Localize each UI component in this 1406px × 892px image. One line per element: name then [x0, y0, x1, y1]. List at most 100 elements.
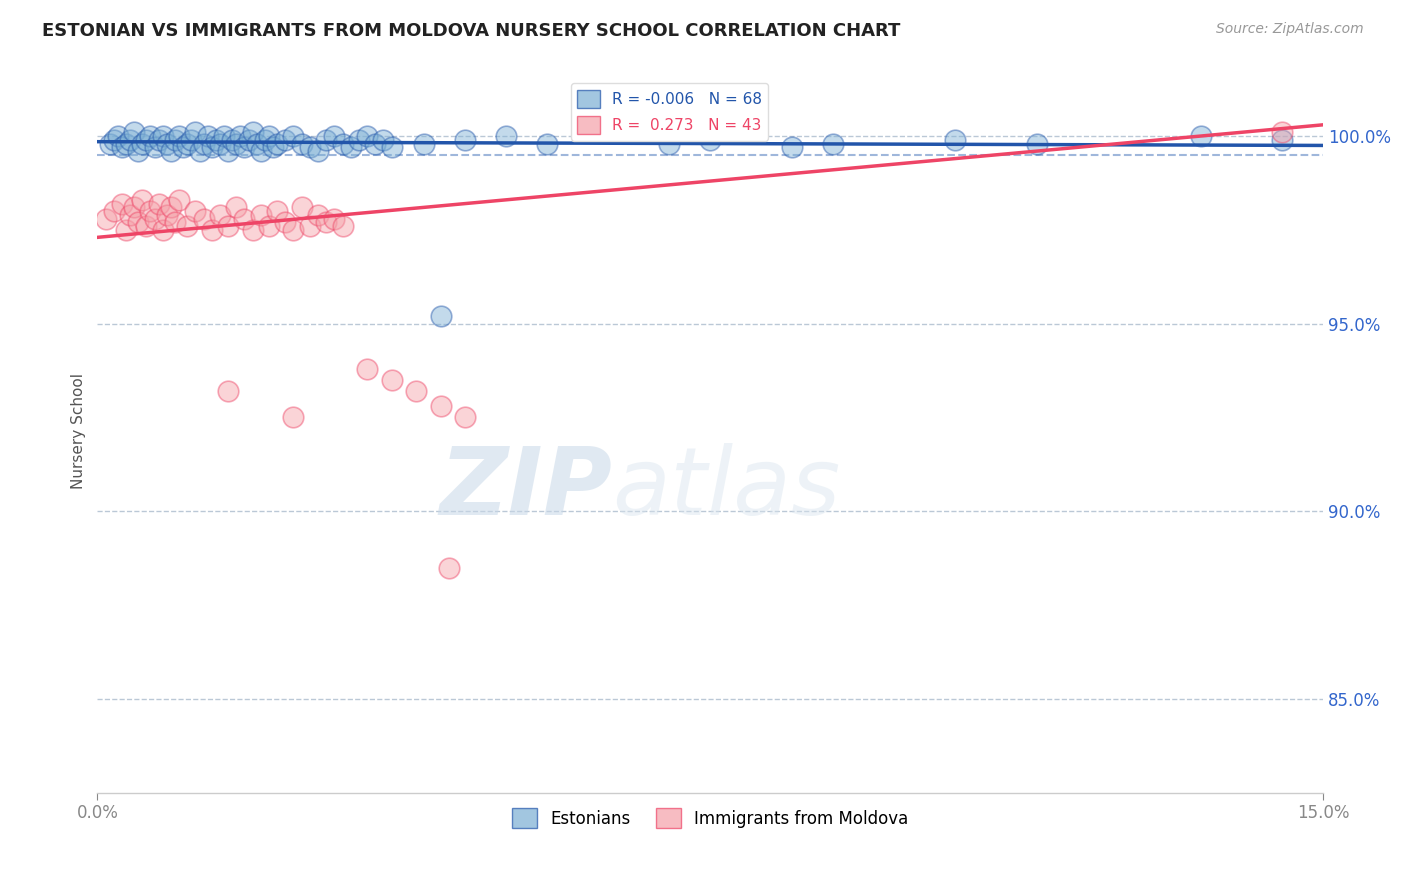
Point: [115, 136, 138, 151]
Point: [139, 129, 162, 144]
Point: [429, 309, 451, 323]
Point: [257, 129, 280, 144]
Point: [315, 215, 337, 229]
Text: atlas: atlas: [612, 443, 841, 534]
Point: [148, 196, 170, 211]
Point: [323, 211, 346, 226]
Point: [253, 133, 276, 147]
Point: [429, 399, 451, 413]
Point: [536, 136, 558, 151]
Point: [127, 144, 149, 158]
Point: [197, 129, 219, 144]
Point: [405, 384, 427, 399]
Point: [103, 133, 125, 147]
Point: [266, 204, 288, 219]
Point: [249, 208, 271, 222]
Point: [180, 133, 202, 147]
Point: [205, 133, 228, 147]
Point: [413, 136, 436, 151]
Point: [373, 133, 395, 147]
Point: [131, 136, 153, 151]
Point: [118, 133, 141, 147]
Point: [208, 136, 231, 151]
Point: [163, 133, 186, 147]
Point: [283, 410, 305, 425]
Point: [122, 200, 145, 214]
Point: [454, 410, 477, 425]
Text: ESTONIAN VS IMMIGRANTS FROM MOLDOVA NURSERY SCHOOL CORRELATION CHART: ESTONIAN VS IMMIGRANTS FROM MOLDOVA NURS…: [42, 22, 901, 40]
Text: ZIP: ZIP: [439, 442, 612, 534]
Point: [780, 140, 803, 154]
Point: [127, 215, 149, 229]
Point: [495, 129, 517, 144]
Point: [699, 133, 721, 147]
Point: [135, 133, 157, 147]
Point: [262, 140, 284, 154]
Point: [188, 144, 211, 158]
Point: [193, 211, 215, 226]
Point: [176, 136, 198, 151]
Point: [1271, 133, 1294, 147]
Point: [172, 140, 194, 154]
Point: [233, 211, 256, 226]
Point: [339, 140, 361, 154]
Point: [291, 136, 314, 151]
Point: [283, 223, 305, 237]
Point: [167, 129, 190, 144]
Point: [193, 136, 215, 151]
Point: [307, 144, 329, 158]
Point: [347, 133, 370, 147]
Point: [298, 140, 321, 154]
Point: [298, 219, 321, 233]
Point: [143, 140, 166, 154]
Point: [217, 384, 239, 399]
Point: [111, 196, 134, 211]
Point: [454, 133, 477, 147]
Point: [201, 140, 224, 154]
Point: [274, 133, 297, 147]
Point: [115, 223, 138, 237]
Point: [380, 373, 402, 387]
Point: [156, 208, 179, 222]
Point: [246, 136, 269, 151]
Point: [201, 223, 224, 237]
Point: [356, 361, 378, 376]
Point: [160, 144, 183, 158]
Point: [152, 129, 174, 144]
Point: [143, 211, 166, 226]
Point: [184, 204, 207, 219]
Point: [94, 211, 117, 226]
Point: [217, 219, 239, 233]
Legend: Estonians, Immigrants from Moldova: Estonians, Immigrants from Moldova: [506, 801, 915, 835]
Point: [225, 136, 247, 151]
Text: Source: ZipAtlas.com: Source: ZipAtlas.com: [1216, 22, 1364, 37]
Point: [111, 140, 134, 154]
Point: [291, 200, 314, 214]
Point: [160, 200, 183, 214]
Point: [249, 144, 271, 158]
Point: [176, 219, 198, 233]
Point: [163, 215, 186, 229]
Y-axis label: Nursery School: Nursery School: [72, 373, 86, 489]
Point: [380, 140, 402, 154]
Point: [98, 136, 121, 151]
Point: [208, 208, 231, 222]
Point: [257, 219, 280, 233]
Point: [148, 133, 170, 147]
Point: [152, 223, 174, 237]
Point: [242, 125, 264, 139]
Point: [437, 560, 460, 574]
Point: [139, 204, 162, 219]
Point: [212, 129, 235, 144]
Point: [118, 208, 141, 222]
Point: [283, 129, 305, 144]
Point: [274, 215, 297, 229]
Point: [323, 129, 346, 144]
Point: [122, 125, 145, 139]
Point: [156, 136, 179, 151]
Point: [945, 133, 967, 147]
Point: [229, 129, 252, 144]
Point: [1271, 125, 1294, 139]
Point: [1026, 136, 1049, 151]
Point: [225, 200, 247, 214]
